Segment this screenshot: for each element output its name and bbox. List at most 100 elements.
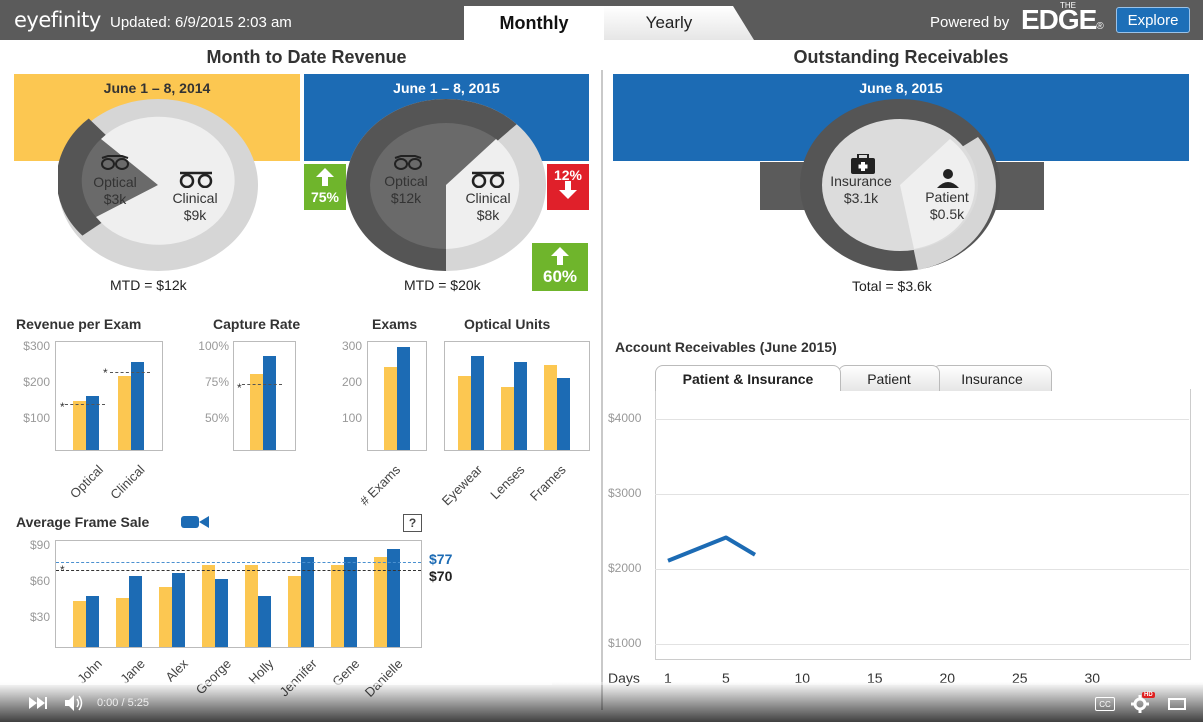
eyefinity-logo: eyefinity — [14, 8, 101, 32]
mtd-revenue-title: Month to Date Revenue — [206, 47, 407, 67]
bar-clinical-s1 — [131, 361, 144, 450]
account-receivables-title: Account Receivables (June 2015) — [615, 339, 837, 355]
fs-name-alex: Alex — [162, 656, 191, 685]
rpe-label-optical: Optical — [66, 462, 106, 502]
fs-tick-60: $60 — [29, 574, 50, 588]
bar-optical-s1 — [86, 396, 99, 450]
clinical-glasses-icon — [179, 171, 213, 188]
receivables-insurance-name: Insurance — [830, 173, 892, 189]
app-header: eyefinity Updated: 6/9/2015 2:03 am Mont… — [0, 0, 1203, 40]
volume-icon[interactable] — [64, 694, 84, 712]
video-camera-icon[interactable] — [180, 514, 210, 530]
pie-2015 — [346, 99, 546, 271]
ar-ytick-2000: $2000 — [608, 561, 642, 575]
receivables-patient-slice — [900, 139, 975, 249]
rpe-tick-300: $300 — [23, 339, 50, 353]
units-label-lenses: Lenses — [487, 462, 528, 503]
up-arrow-icon — [316, 168, 334, 186]
bar-alex-s0 — [159, 586, 172, 647]
bar-danielle-s1 — [387, 548, 400, 647]
pie-2015-optical-label: Optical $12k — [361, 173, 451, 207]
bar-gene-s1 — [344, 557, 357, 647]
exams-tick-100: 100 — [341, 411, 362, 425]
benchmark-line-1 — [110, 371, 150, 373]
ar-line-chart — [667, 535, 757, 563]
mtd-2014-total: MTD = $12k — [110, 277, 187, 293]
pie-2014-optical-name: Optical — [93, 174, 137, 190]
bar-jane-s0 — [116, 597, 129, 647]
next-icon[interactable] — [28, 696, 48, 710]
bar-gene-s0 — [331, 565, 344, 647]
bar-jennifer-s1 — [301, 557, 314, 647]
receivables-patient-label: Patient $0.5k — [902, 189, 992, 223]
frame-sale-plot — [55, 540, 422, 648]
pie-2015-clinical-name: Clinical — [465, 190, 511, 206]
settings-gear-icon[interactable] — [1130, 693, 1150, 713]
cr-tick-50: 50% — [204, 411, 229, 425]
optical-units-plot — [444, 341, 590, 451]
fs-ref-line-blue — [56, 561, 421, 563]
video-progress-bar[interactable] — [0, 682, 1203, 685]
mtd-2015-total: MTD = $20k — [404, 277, 481, 293]
exams-tick-300: 300 — [341, 339, 362, 353]
tab-insurance[interactable]: Insurance — [932, 365, 1052, 391]
video-time: 0:00 / 5:25 — [97, 697, 149, 709]
pie-2015-optical-top — [446, 123, 496, 185]
bar-jennifer-s0 — [288, 575, 301, 647]
bar-holly-s1 — [258, 595, 271, 647]
bar-holly-s0 — [245, 565, 258, 647]
pie-2014-clinical-name: Clinical — [172, 190, 218, 206]
cr-marker: * — [237, 381, 242, 395]
cr-tick-100: 100% — [198, 339, 229, 353]
cr-tick-75: 75% — [204, 375, 229, 389]
video-controls — [0, 682, 1203, 722]
capture-rate-title: Capture Rate — [213, 316, 301, 332]
hd-badge: HD — [1142, 692, 1155, 698]
receivables-patient-value: $0.5k — [929, 206, 965, 222]
pie-2014-optical-label: Optical $3k — [70, 174, 160, 208]
tab-patient-insurance[interactable]: Patient & Insurance — [655, 365, 841, 391]
updated-timestamp: Updated: 6/9/2015 2:03 am — [110, 14, 292, 31]
pie-2015-clinical-slice — [446, 139, 520, 249]
bar-value-s0 — [250, 373, 263, 450]
help-icon[interactable]: ? — [403, 514, 422, 532]
bar-clinical-s0 — [118, 376, 131, 450]
tab-patient[interactable]: Patient — [838, 365, 940, 391]
bar-lenses-s0 — [501, 387, 514, 450]
rpe-marker-clinical: * — [103, 366, 108, 380]
fs-ref-blue-label: $77 — [429, 551, 453, 567]
receivables-insurance-label: Insurance $3.1k — [816, 173, 906, 207]
down-arrow-icon — [559, 181, 577, 199]
tab-yearly[interactable]: Yearly — [604, 6, 754, 40]
bar-george-s1 — [215, 579, 228, 647]
fs-tick-30: $30 — [29, 610, 50, 624]
capture-rate-plot — [233, 341, 296, 451]
bar-john-s0 — [73, 601, 86, 647]
explore-button[interactable]: Explore — [1116, 7, 1190, 33]
medical-kit-icon — [851, 154, 875, 174]
exams-tick-200: 200 — [341, 375, 362, 389]
bar-frames-s0 — [544, 365, 557, 450]
frame-sale-title: Average Frame Sale — [16, 514, 150, 530]
optical-change-badge: 75% — [304, 164, 346, 210]
clinical-change-value: 12% — [553, 167, 583, 183]
tab-monthly[interactable]: Monthly — [464, 6, 604, 40]
ar-ytick-3000: $3000 — [608, 486, 642, 500]
ar-xtick-5: 5 — [722, 670, 730, 686]
pie-2014-optical-inner — [81, 139, 158, 217]
brand-the: THE — [1060, 1, 1076, 10]
ar-ytick-1000: $1000 — [608, 636, 642, 650]
section-divider — [601, 70, 603, 710]
captions-button[interactable]: CC — [1095, 697, 1115, 711]
bar-john-s1 — [86, 595, 99, 647]
bar-optical-s0 — [73, 401, 86, 450]
pie-2014-clinical-value: $9k — [183, 207, 207, 223]
edge-registered-mark: ® — [1096, 21, 1103, 32]
bar-alex-s1 — [172, 572, 185, 647]
total-change-badge: 60% — [532, 243, 588, 291]
theater-mode-icon[interactable] — [1168, 698, 1186, 710]
ar-gridline-1000 — [655, 644, 1189, 645]
bar-george-s0 — [202, 565, 215, 647]
revenue-per-exam-plot — [55, 341, 163, 451]
fs-ref-black-label: $70 — [429, 568, 453, 584]
